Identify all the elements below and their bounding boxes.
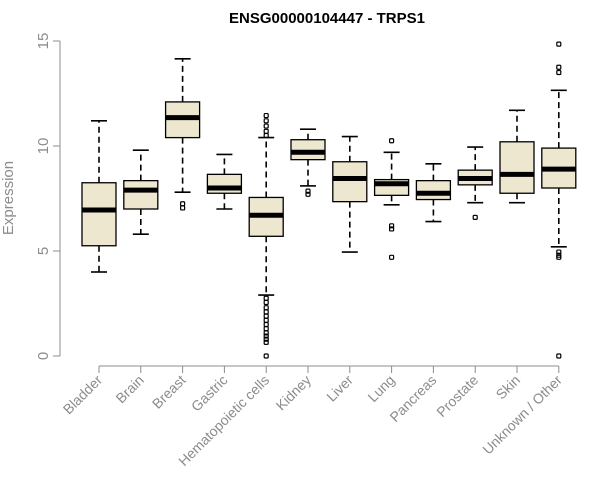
box-bladder — [81, 120, 117, 273]
outlier-point — [389, 226, 395, 232]
outlier-point — [263, 321, 269, 328]
box-brain — [123, 149, 159, 235]
outlier-point — [263, 295, 269, 301]
box-gastric — [206, 153, 243, 210]
y-tick-label: 5 — [35, 247, 52, 255]
outlier-point — [305, 191, 311, 197]
iqr-box — [290, 139, 326, 161]
box-liver — [332, 135, 368, 253]
outlier-point — [556, 249, 562, 255]
outlier-point — [263, 336, 269, 342]
x-tick-label: Lung — [364, 372, 397, 405]
y-tick-label: 0 — [35, 352, 52, 360]
iqr-box — [81, 182, 117, 247]
y-tick-label: 15 — [35, 33, 52, 50]
x-tick-label: Brain — [112, 372, 146, 406]
outlier-point — [263, 353, 269, 359]
outlier-point — [556, 353, 562, 359]
outlier-point — [389, 138, 395, 144]
outlier-point — [556, 69, 562, 76]
outlier-point — [305, 188, 311, 194]
outlier-point — [263, 313, 269, 319]
iqr-box — [499, 141, 535, 194]
box-prostate — [457, 146, 493, 220]
outlier-point — [263, 333, 269, 339]
outlier-point — [389, 223, 395, 229]
outlier-point — [472, 214, 478, 220]
box-lung — [373, 138, 410, 260]
iqr-box — [332, 161, 368, 203]
iqr-box — [123, 179, 159, 210]
axes: 0 5 10 15 — [35, 33, 560, 373]
outlier-point — [263, 128, 269, 134]
box-pancreas — [415, 163, 452, 223]
box-hematopoietic-cells — [248, 112, 284, 359]
x-tick-label: Breast — [149, 372, 189, 412]
y-tick-label: 10 — [35, 138, 52, 155]
outlier-point — [556, 41, 562, 47]
y-axis-label: Expression — [0, 161, 17, 235]
outlier-point — [556, 64, 562, 70]
outlier-point — [263, 123, 269, 129]
x-tick-label: Bladder — [60, 372, 106, 418]
outlier-point — [263, 309, 269, 315]
outlier-point — [263, 112, 269, 119]
outlier-point — [263, 317, 269, 323]
x-tick-label: Liver — [323, 372, 356, 405]
outlier-point — [263, 326, 269, 332]
x-tick-label: Skin — [493, 372, 524, 403]
outlier-point — [389, 254, 395, 260]
x-tick-label: Prostate — [433, 372, 481, 420]
outlier-point — [263, 299, 269, 306]
outlier-point — [180, 201, 186, 207]
outlier-point — [263, 305, 269, 311]
outlier-point — [263, 118, 269, 124]
box-breast — [164, 58, 201, 211]
chart-title: ENSG00000104447 - TRPS1 — [229, 10, 425, 27]
box-unknown-other — [541, 41, 577, 359]
box-kidney — [290, 128, 326, 197]
x-tick-label: Unknown / Other — [479, 372, 565, 458]
outlier-point — [263, 132, 269, 139]
outlier-point — [180, 205, 186, 211]
box-skin — [499, 109, 535, 204]
outlier-point — [556, 254, 562, 260]
outlier-point — [263, 339, 269, 345]
outlier-point — [263, 330, 269, 336]
boxes-group — [81, 41, 577, 359]
iqr-box — [415, 179, 452, 201]
x-tick-label: Kidney — [273, 372, 315, 414]
